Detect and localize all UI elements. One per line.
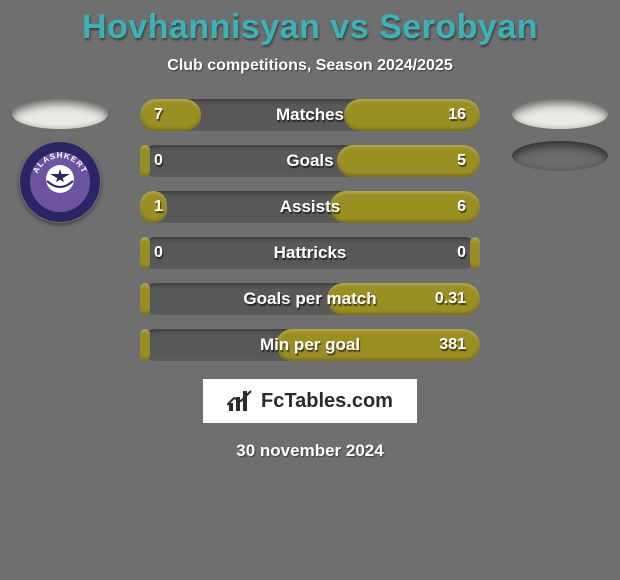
stat-row: 0 0Hattricks xyxy=(140,237,480,269)
bar-fill-right xyxy=(344,99,480,131)
right-player-ellipse-2 xyxy=(512,141,608,171)
bar-fill-left xyxy=(140,145,150,177)
bar-fill-right xyxy=(330,191,480,223)
club-badge-icon: ALASHKERT xyxy=(19,141,101,223)
page-title: Hovhannisyan vs Serobyan xyxy=(82,8,538,47)
bar-fill-right xyxy=(276,329,480,361)
bar-fill-right xyxy=(470,237,480,269)
bar-fill-left xyxy=(140,191,167,223)
bar-fill-left xyxy=(140,329,150,361)
generation-date: 30 november 2024 xyxy=(236,441,383,461)
right-player-ellipse-1 xyxy=(512,99,608,129)
bar-fill-left xyxy=(140,283,150,315)
brand-text: FcTables.com xyxy=(261,390,393,413)
stat-row: 0.31Goals per match xyxy=(140,283,480,315)
stat-row: 05Goals xyxy=(140,145,480,177)
stat-row: 716Matches xyxy=(140,99,480,131)
stat-value-left: 0 xyxy=(154,237,163,269)
stat-label: Hattricks xyxy=(140,237,480,269)
brand-chart-icon xyxy=(227,389,253,413)
bar-fill-left xyxy=(140,237,150,269)
bar-fill-left xyxy=(140,99,201,131)
chart-zone: ALASHKERT 716Matches05Goals16Assists00Ha… xyxy=(0,99,620,361)
stat-value-left: 0 xyxy=(154,145,163,177)
bar-fill-right xyxy=(337,145,480,177)
brand-box: FcTables.com xyxy=(203,379,417,423)
right-player-column xyxy=(500,99,620,171)
stat-row: 381Min per goal xyxy=(140,329,480,361)
subtitle: Club competitions, Season 2024/2025 xyxy=(167,57,452,75)
left-player-ellipse xyxy=(12,99,108,129)
comparison-infographic: Hovhannisyan vs Serobyan Club competitio… xyxy=(0,0,620,580)
left-club-badge: ALASHKERT xyxy=(19,141,101,223)
left-player-column: ALASHKERT xyxy=(0,99,120,223)
stat-row: 16Assists xyxy=(140,191,480,223)
stat-value-right: 0 xyxy=(457,237,466,269)
bar-fill-right xyxy=(327,283,480,315)
stat-bars: 716Matches05Goals16Assists00Hattricks0.3… xyxy=(140,99,480,361)
